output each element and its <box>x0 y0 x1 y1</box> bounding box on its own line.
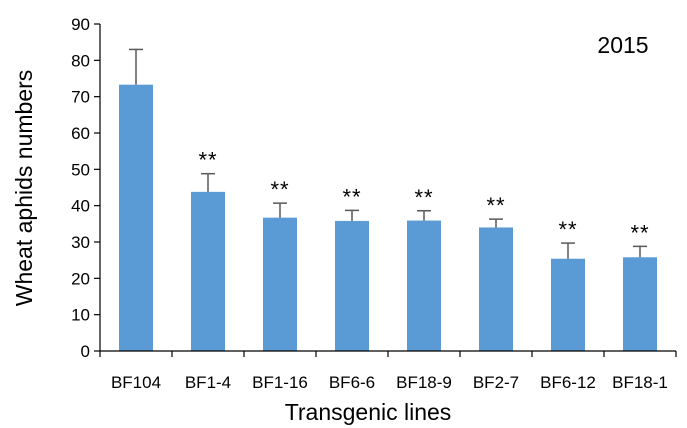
y-tick-label: 50 <box>71 160 90 179</box>
error-bars <box>129 48 647 259</box>
significance-label: ** <box>198 148 217 173</box>
y-tick-label: 0 <box>81 342 90 361</box>
significance-marks: ** ** ** ** ** ** ** <box>198 148 649 246</box>
significance-label: ** <box>558 217 577 242</box>
x-tick-label: BF6-12 <box>540 373 596 392</box>
x-axis-title: Transgenic lines <box>285 399 452 425</box>
y-tick-label: 20 <box>71 269 90 288</box>
bar <box>191 191 225 351</box>
y-axis-title: Wheat aphids numbers <box>11 70 37 307</box>
y-tick-label: 30 <box>71 233 90 252</box>
x-tick-label: BF18-9 <box>396 373 452 392</box>
y-tick-label: 90 <box>71 15 90 34</box>
bar <box>407 220 441 351</box>
x-tick-label: BF104 <box>111 373 161 392</box>
x-tick-label: BF2-7 <box>473 373 519 392</box>
y-tick-label: 10 <box>71 306 90 325</box>
y-tick-label: 60 <box>71 124 90 143</box>
bar <box>479 227 513 351</box>
y-tick-label: 40 <box>71 197 90 216</box>
x-tick-label: BF1-16 <box>252 373 308 392</box>
significance-label: ** <box>486 193 505 218</box>
x-axis-ticks: BF104 BF1-4 BF1-16 BF6-6 BF18-9 BF2-7 BF6-12 BF… <box>99 351 677 392</box>
significance-label: ** <box>270 177 289 202</box>
x-tick-label: BF18-1 <box>612 373 668 392</box>
bar <box>623 257 657 351</box>
y-tick-label: 80 <box>71 51 90 70</box>
bar-series <box>119 84 657 351</box>
significance-label: ** <box>630 220 649 245</box>
x-tick-label: BF6-6 <box>329 373 375 392</box>
bar <box>119 84 153 351</box>
chart-annotation-year: 2015 <box>597 32 648 58</box>
y-axis-ticks: 0 10 20 30 40 50 60 70 80 90 <box>71 15 100 361</box>
bar <box>263 217 297 351</box>
significance-label: ** <box>414 185 433 210</box>
y-tick-label: 70 <box>71 88 90 107</box>
bar <box>335 220 369 351</box>
bar <box>551 258 585 351</box>
x-tick-label: BF1-4 <box>185 373 231 392</box>
significance-label: ** <box>342 184 361 209</box>
